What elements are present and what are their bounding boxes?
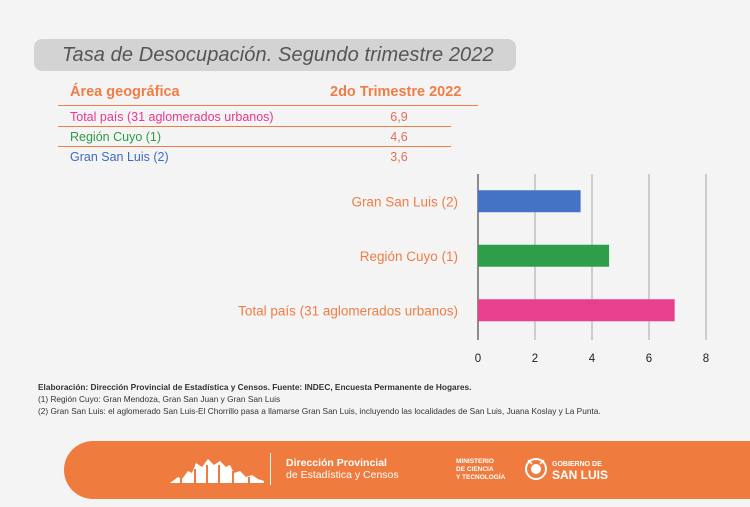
title-banner: Tasa de Desocupación. Segundo trimestre … [34, 39, 516, 71]
x-tick-label: 6 [646, 353, 652, 365]
table-header-area: Área geográfica [70, 84, 180, 100]
footer-separator [270, 453, 271, 485]
category-label: Región Cuyo (1) [360, 249, 458, 264]
table-row-value: 6,9 [390, 110, 408, 124]
org-name-line2: de Estadística y Censos [286, 469, 399, 481]
table-row-value: 3,6 [390, 150, 408, 164]
bar [478, 244, 610, 267]
government-line1: GOBIERNO DE [552, 461, 602, 468]
table-row-label: Total país (31 aglomerados urbanos) [70, 110, 274, 124]
table-header-period: 2do Trimestre 2022 [330, 84, 462, 100]
footnotes: Elaboración: Dirección Provincial de Est… [38, 381, 601, 417]
table-row-rule [58, 126, 451, 128]
footnote-1: (1) Región Cuyo: Gran Mendoza, Gran San … [38, 394, 281, 404]
bar-chart: 0 2 4 6 8 Gran San Luis (2) Región Cuyo (1) Tot… [238, 174, 709, 365]
ministry-line1: MINISTERIO [456, 458, 494, 465]
org-name: Dirección Provincial de Estadística y Ce… [286, 457, 399, 481]
category-label: Gran San Luis (2) [351, 194, 458, 209]
government-line2: SAN LUIS [552, 468, 609, 482]
ministry-line3: Y TECNOLOGÍA [456, 474, 506, 481]
ministry-name: MINISTERIO DE CIENCIA Y TECNOLOGÍA [456, 458, 505, 482]
table-row-label: Región Cuyo (1) [70, 130, 162, 144]
bar [478, 190, 581, 213]
table-row-value: 4,6 [390, 130, 408, 144]
ministry-line2: DE CIENCIA [456, 466, 494, 473]
skyline-logo-icon [170, 459, 264, 483]
government-name: GOBIERNO DE SAN LUIS [552, 459, 608, 481]
footnote-2: (2) Gran San Luis: el aglomerado San Lui… [38, 406, 601, 416]
table-header-rule [58, 105, 478, 107]
category-label: Total país (31 aglomerados urbanos) [238, 303, 458, 318]
bar [478, 299, 675, 322]
x-tick-label: 2 [532, 353, 538, 365]
table-row-label: Gran San Luis (2) [70, 150, 169, 164]
page-title: Tasa de Desocupación. Segundo trimestre … [62, 43, 494, 66]
source-note: Elaboración: Dirección Provincial de Est… [38, 382, 472, 392]
x-tick-label: 4 [589, 353, 596, 365]
org-name-line1: Dirección Provincial [286, 457, 387, 469]
x-tick-label: 8 [703, 353, 709, 365]
footer-banner: Dirección Provincial de Estadística y Ce… [64, 441, 750, 499]
government-seal-icon [525, 458, 547, 480]
x-tick-label: 0 [475, 353, 481, 365]
table-row-rule [58, 146, 451, 148]
